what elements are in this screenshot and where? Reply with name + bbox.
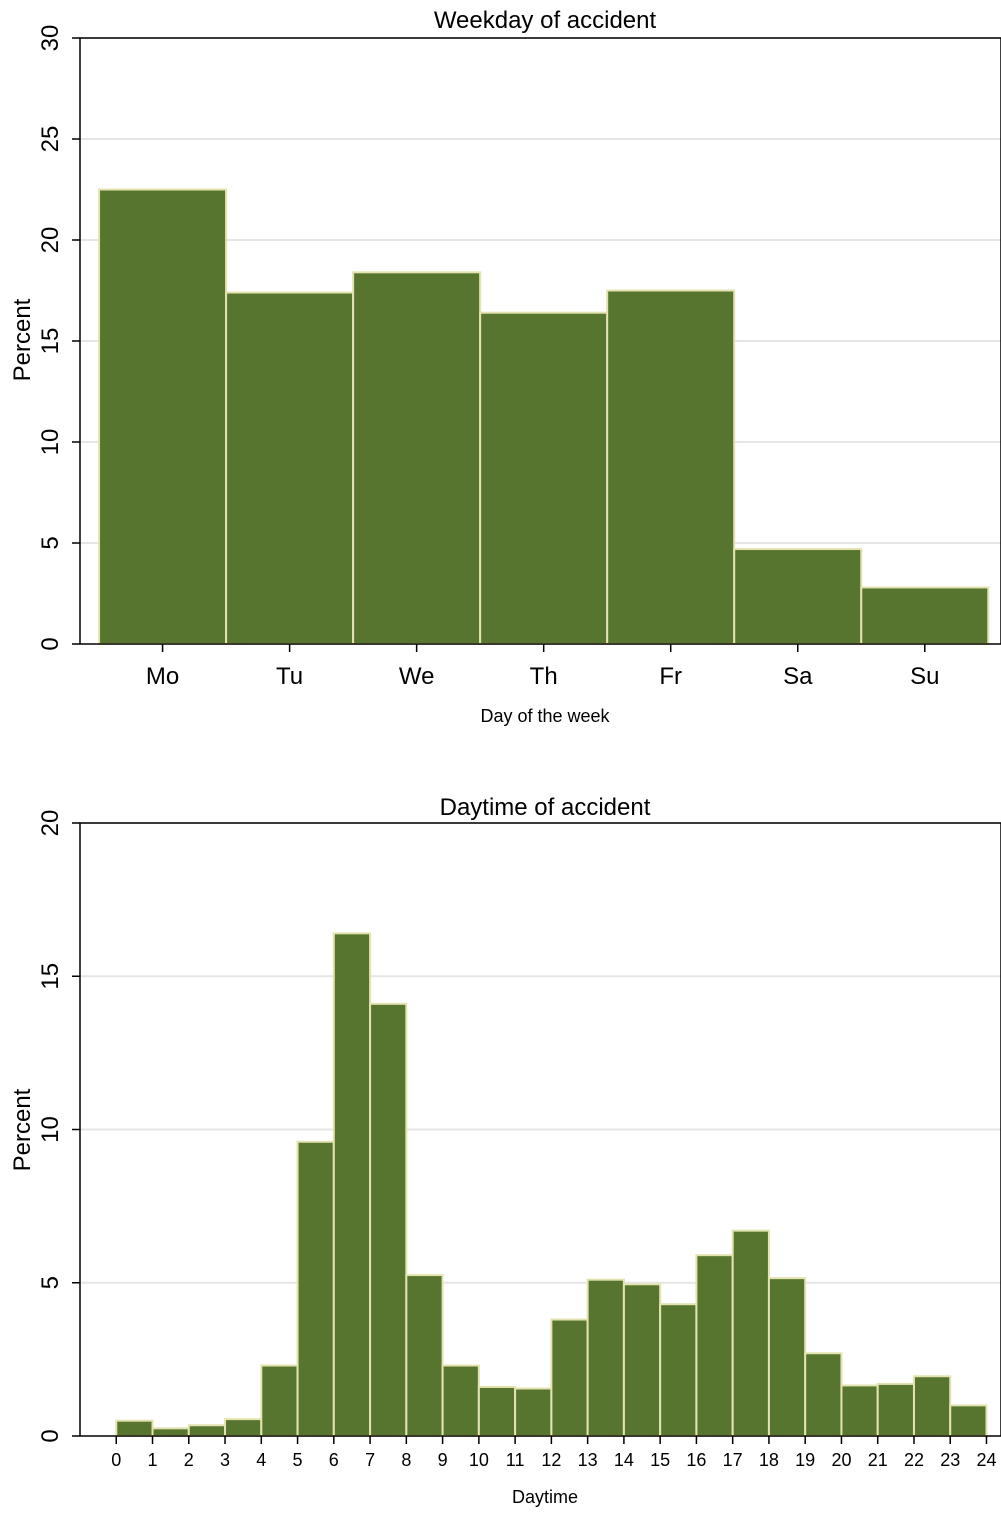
x-tick-label: 16: [686, 1450, 706, 1470]
bar-hour-15: [659, 1303, 698, 1437]
y-tick-label: 15: [37, 963, 64, 990]
y-tick-label: 25: [37, 126, 64, 153]
x-tick-label: 20: [831, 1450, 851, 1470]
x-tick-label: 1: [148, 1450, 158, 1470]
x-tick-label: 23: [940, 1450, 960, 1470]
bar-sa: [733, 548, 863, 645]
y-tick-label: 5: [37, 536, 64, 549]
bar-mo: [98, 188, 228, 645]
chart-title: Daytime of accident: [440, 794, 651, 821]
bar-hour-16: [695, 1254, 734, 1438]
x-tick-label: 24: [976, 1450, 996, 1470]
bar-hour-11: [514, 1387, 553, 1438]
bar-hour-1: [151, 1427, 190, 1438]
bar-hour-6: [332, 932, 372, 1438]
x-tick-label: 10: [469, 1450, 489, 1470]
x-axis-label: Daytime: [512, 1487, 578, 1507]
x-tick-label: Tu: [276, 663, 303, 690]
bar-hour-5: [296, 1140, 335, 1437]
bar-hour-12: [550, 1318, 589, 1438]
x-tick-label: Su: [910, 663, 939, 690]
bar-hour-14: [622, 1283, 662, 1437]
x-tick-label: 14: [614, 1450, 634, 1470]
x-tick-label: 2: [184, 1450, 194, 1470]
x-tick-label: Fr: [659, 663, 682, 690]
bar-fr: [606, 289, 736, 645]
bar-hour-18: [767, 1277, 807, 1437]
weekday-chart: Weekday of accident 0 5 10 15 20 25 30 Mo Tu We T…: [9, 7, 1001, 726]
x-tick-label: Sa: [783, 663, 813, 690]
y-tick-label: 15: [37, 328, 64, 355]
y-tick-label: 20: [37, 810, 64, 837]
y-axis-label: Percent: [9, 1088, 36, 1171]
x-tick-label: 0: [111, 1450, 121, 1470]
y-tick-label: 5: [37, 1276, 64, 1289]
x-tick-label: 12: [541, 1450, 561, 1470]
x-tick-label: 3: [220, 1450, 230, 1470]
bar-hour-21: [876, 1382, 915, 1438]
bar-hour-20: [840, 1384, 879, 1437]
x-tick-label: 15: [650, 1450, 670, 1470]
y-tick-label: 0: [37, 1429, 64, 1442]
y-tick-label: 30: [37, 25, 64, 52]
x-tick-label: 6: [329, 1450, 339, 1470]
y-tick-label: 20: [37, 227, 64, 254]
x-tick-label: 7: [365, 1450, 375, 1470]
y-axis-label: Percent: [9, 298, 36, 381]
x-tick-label: 18: [759, 1450, 779, 1470]
x-tick-label: 13: [578, 1450, 598, 1470]
x-tick-label: 19: [795, 1450, 815, 1470]
x-tick-label: 5: [293, 1450, 303, 1470]
x-axis-label: Day of the week: [480, 706, 610, 726]
bar-hour-0: [115, 1419, 154, 1438]
x-tick-label: 4: [256, 1450, 266, 1470]
bar-hour-7: [369, 1002, 408, 1438]
bar-hour-13: [586, 1278, 625, 1438]
bar-hour-22: [912, 1375, 952, 1438]
bar-hour-3: [224, 1418, 263, 1437]
bar-hour-10: [477, 1385, 517, 1437]
x-tick-label: Mo: [146, 663, 179, 690]
x-tick-label: 17: [723, 1450, 743, 1470]
x-tick-label: 11: [506, 1450, 525, 1470]
bar-hour-2: [187, 1424, 227, 1437]
y-tick-label: 0: [37, 637, 64, 650]
x-tick-label: Th: [530, 663, 558, 690]
bar-su: [860, 586, 990, 646]
bar-th: [479, 311, 609, 645]
chart-title: Weekday of accident: [434, 7, 657, 34]
bar-hour-23: [949, 1404, 988, 1437]
bar-hour-9: [441, 1364, 480, 1438]
bar-hour-4: [260, 1364, 299, 1438]
y-tick-label: 10: [37, 429, 64, 456]
bar-tu: [225, 291, 355, 645]
x-tick-label: 8: [401, 1450, 411, 1470]
bar-hour-8: [405, 1274, 444, 1438]
x-tick-label: We: [399, 663, 435, 690]
x-tick-label: 21: [868, 1450, 888, 1470]
x-tick-label: 22: [904, 1450, 924, 1470]
bar-hour-19: [804, 1352, 843, 1437]
y-tick-label: 10: [37, 1116, 64, 1143]
bar-hour-17: [731, 1229, 770, 1438]
x-tick-label: 9: [438, 1450, 448, 1470]
bar-we: [352, 271, 482, 645]
